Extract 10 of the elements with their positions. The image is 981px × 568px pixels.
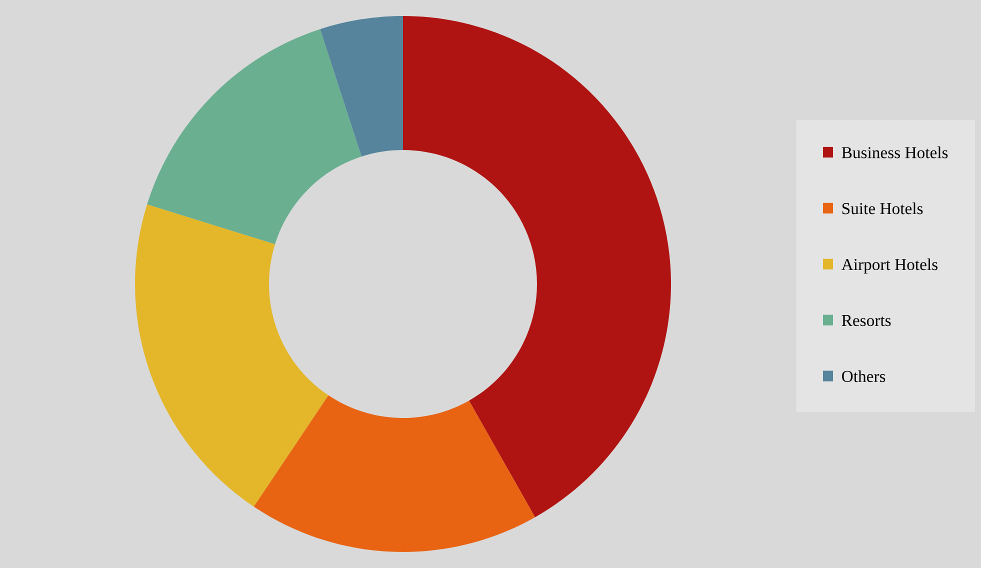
- legend-label: Airport Hotels: [841, 258, 938, 274]
- donut-slice: [320, 16, 403, 157]
- donut-slice: [147, 29, 362, 244]
- legend-label: Suite Hotels: [842, 202, 923, 214]
- donut-slice: [403, 16, 671, 518]
- donut-slice: [135, 204, 328, 507]
- donut-slice: [254, 395, 536, 552]
- legend-label: Business Hotels: [842, 146, 948, 158]
- legend-label: Resorts: [842, 315, 891, 326]
- legend-label: Others: [842, 370, 886, 382]
